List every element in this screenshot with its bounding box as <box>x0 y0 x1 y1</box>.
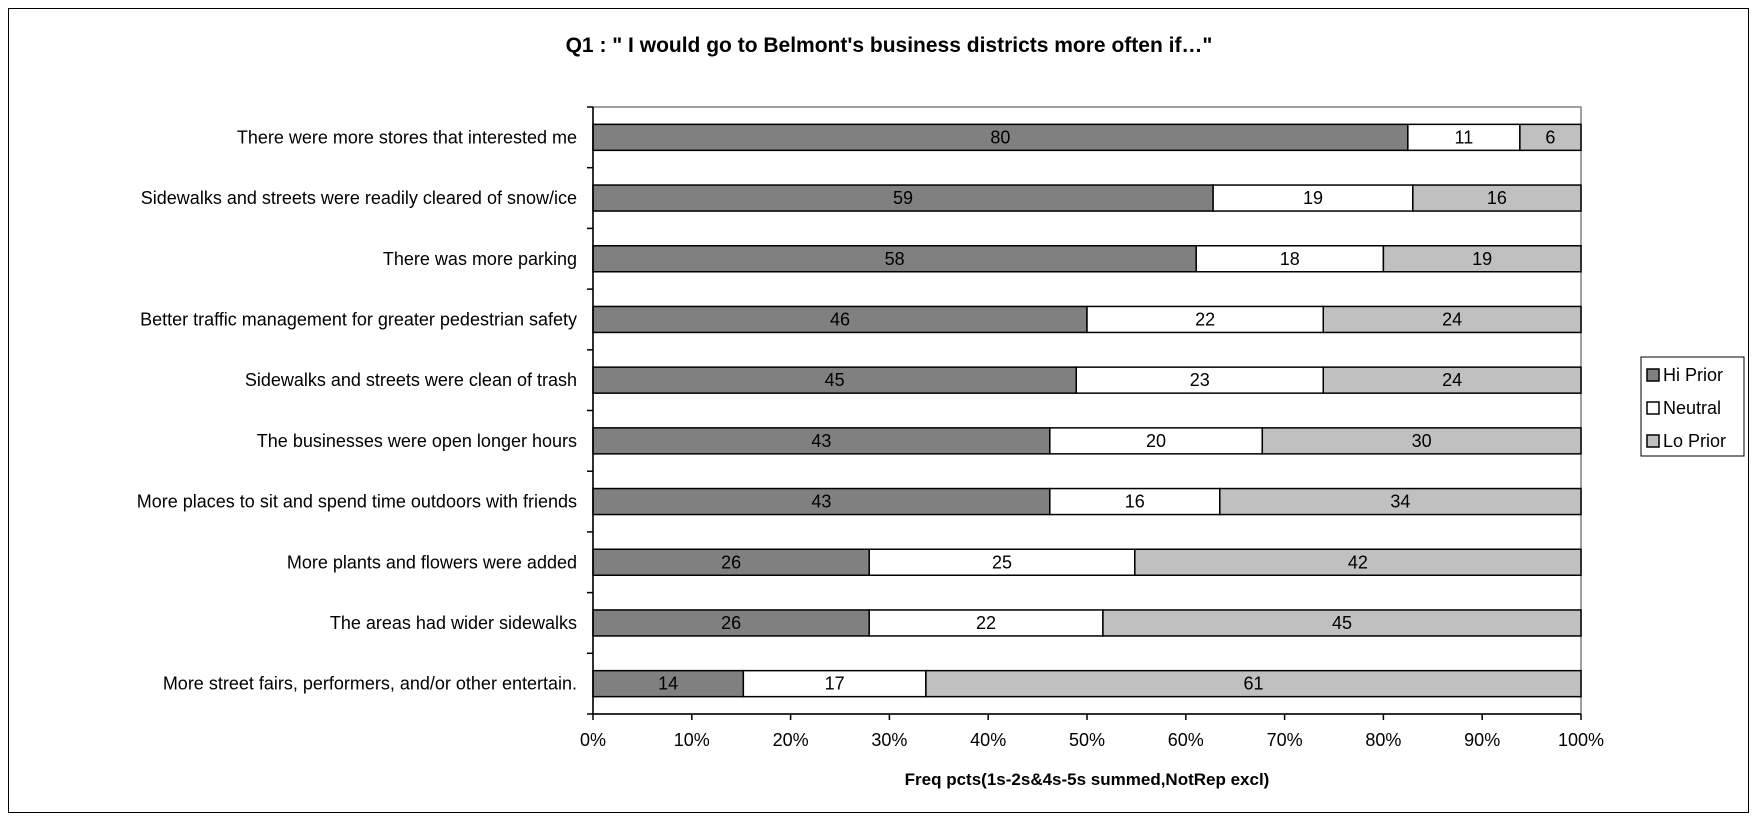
x-tick-label: 0% <box>580 730 606 750</box>
category-label: There was more parking <box>383 249 577 269</box>
category-label: The areas had wider sidewalks <box>330 613 577 633</box>
category-label: More plants and flowers were added <box>287 552 577 572</box>
data-label: 19 <box>1472 249 1492 269</box>
data-label: 26 <box>721 613 741 633</box>
data-label: 45 <box>1332 613 1352 633</box>
x-tick-label: 70% <box>1267 730 1303 750</box>
data-label: 14 <box>658 674 678 694</box>
data-label: 43 <box>811 492 831 512</box>
data-label: 17 <box>825 674 845 694</box>
bar-lo-prior-0 <box>1519 123 1582 152</box>
legend-label: Lo Prior <box>1663 431 1726 451</box>
bar-neutral-5 <box>1049 427 1264 455</box>
data-label: 24 <box>1442 309 1462 329</box>
data-label: 61 <box>1243 674 1263 694</box>
data-label: 24 <box>1442 370 1462 390</box>
legend-swatch <box>1646 401 1660 415</box>
data-label: 25 <box>992 552 1012 572</box>
data-label: 16 <box>1487 188 1507 208</box>
category-label: There were more stores that interested m… <box>237 127 577 147</box>
x-tick-label: 40% <box>970 730 1006 750</box>
data-label: 80 <box>990 127 1010 147</box>
bar-lo-prior-5 <box>1261 427 1582 455</box>
axes-group: There were more stores that interested m… <box>137 106 1604 750</box>
x-tick-label: 60% <box>1168 730 1204 750</box>
bar-neutral-9 <box>742 669 927 698</box>
bar-lo-prior-9 <box>925 669 1582 698</box>
bar-hi-prior-4 <box>592 366 1078 394</box>
legend-label: Hi Prior <box>1663 365 1723 385</box>
category-label: Better traffic management for greater pe… <box>140 309 577 329</box>
x-tick-label: 80% <box>1365 730 1401 750</box>
x-tick-label: 100% <box>1558 730 1604 750</box>
x-tick-label: 20% <box>773 730 809 750</box>
bar-lo-prior-6 <box>1219 487 1582 516</box>
bar-lo-prior-7 <box>1134 548 1582 576</box>
category-label: Sidewalks and streets were clean of tras… <box>245 370 577 390</box>
x-tick-label: 90% <box>1464 730 1500 750</box>
data-label: 20 <box>1146 431 1166 451</box>
legend-swatch <box>1646 434 1660 448</box>
bar-lo-prior-3 <box>1322 305 1582 334</box>
data-label: 19 <box>1303 188 1323 208</box>
bar-hi-prior-6 <box>592 487 1051 516</box>
data-label: 58 <box>885 249 905 269</box>
data-label: 22 <box>1195 309 1215 329</box>
bar-lo-prior-1 <box>1412 184 1582 212</box>
data-label: 11 <box>1455 127 1474 147</box>
bar-neutral-3 <box>1086 305 1325 334</box>
legend-swatch <box>1646 368 1660 382</box>
data-label: 42 <box>1348 552 1368 572</box>
data-label: 59 <box>893 188 913 208</box>
bar-neutral-4 <box>1075 366 1325 394</box>
chart-title: Q1 : " I would go to Belmont's business … <box>566 34 1213 57</box>
chart-svg: Q1 : " I would go to Belmont's business … <box>137 34 1745 789</box>
data-label: 43 <box>811 431 831 451</box>
bar-neutral-6 <box>1049 487 1221 516</box>
data-label: 16 <box>1125 492 1145 512</box>
legend-label: Neutral <box>1663 398 1721 418</box>
bars-group: 80 11 6 59 19 16 58 18 19 46 22 24 45 23 24 43 20 30 43 16 3… <box>592 123 1582 698</box>
bar-lo-prior-8 <box>1102 609 1582 637</box>
bar-lo-prior-2 <box>1382 245 1582 273</box>
category-label: More places to sit and spend time outdoo… <box>137 492 577 512</box>
data-label: 26 <box>721 552 741 572</box>
bar-hi-prior-0 <box>592 123 1409 152</box>
data-label: 45 <box>825 370 845 390</box>
data-label: 34 <box>1390 492 1410 512</box>
x-tick-label: 50% <box>1069 730 1105 750</box>
data-label: 46 <box>830 309 850 329</box>
x-tick-label: 10% <box>674 730 710 750</box>
data-label: 22 <box>976 613 996 633</box>
chart-frame: Q1 : " I would go to Belmont's business … <box>8 8 1749 813</box>
x-tick-label: 30% <box>871 730 907 750</box>
bar-lo-prior-4 <box>1322 366 1582 394</box>
data-label: 18 <box>1280 249 1300 269</box>
category-label: Sidewalks and streets were readily clear… <box>141 188 577 208</box>
category-label: The businesses were open longer hours <box>257 431 577 451</box>
data-label: 30 <box>1412 431 1432 451</box>
category-label: More street fairs, performers, and/or ot… <box>163 674 577 694</box>
data-label: 23 <box>1190 370 1210 390</box>
x-axis-label: Freq pcts(1s-2s&4s-5s summed,NotRep excl… <box>905 770 1270 789</box>
legend: Hi Prior Neutral Lo Prior <box>1640 356 1745 457</box>
bar-neutral-2 <box>1195 245 1385 273</box>
data-label: 6 <box>1545 127 1555 147</box>
